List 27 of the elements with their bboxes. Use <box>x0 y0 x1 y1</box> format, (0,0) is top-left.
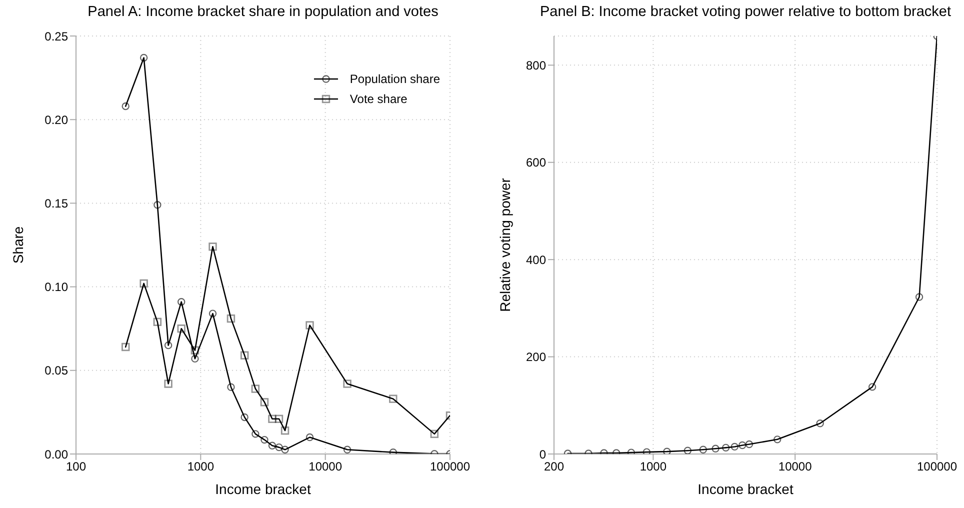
y-tick-label: 0.15 <box>44 196 68 210</box>
y-tick-label: 400 <box>526 252 546 267</box>
y-tick-label: 0 <box>539 447 546 462</box>
x-tick-label: 1000 <box>187 460 214 474</box>
y-tick-label: 0.05 <box>44 364 68 378</box>
y-axis-title: Share <box>10 226 26 264</box>
y-tick-label: 0.20 <box>44 112 68 127</box>
x-tick-label: 1000 <box>640 460 667 474</box>
legend-label: Vote share <box>350 92 408 106</box>
x-tick-label: 200 <box>544 460 564 474</box>
x-tick-label: 100 <box>66 460 86 474</box>
y-tick-label: 200 <box>526 350 546 364</box>
y-tick-label: 0.10 <box>44 280 68 294</box>
legend-label: Population share <box>350 72 440 86</box>
y-tick-label: 0.25 <box>44 29 68 44</box>
chart-title: Panel B: Income bracket voting power relative to bottom bracket <box>540 4 952 20</box>
y-tick-label: 800 <box>526 58 546 72</box>
x-tick-label: 100000 <box>916 460 958 474</box>
y-tick-label: 0.00 <box>44 447 68 462</box>
x-axis-title: Income bracket <box>215 481 311 497</box>
x-axis-title: Income bracket <box>698 481 794 497</box>
chart-title: Panel A: Income bracket share in population and votes <box>88 4 438 20</box>
x-tick-label: 10000 <box>778 460 812 474</box>
x-tick-label: 100000 <box>430 460 470 474</box>
x-tick-label: 10000 <box>308 460 342 474</box>
y-tick-label: 600 <box>526 156 546 170</box>
y-axis-title: Relative voting power <box>497 178 513 312</box>
